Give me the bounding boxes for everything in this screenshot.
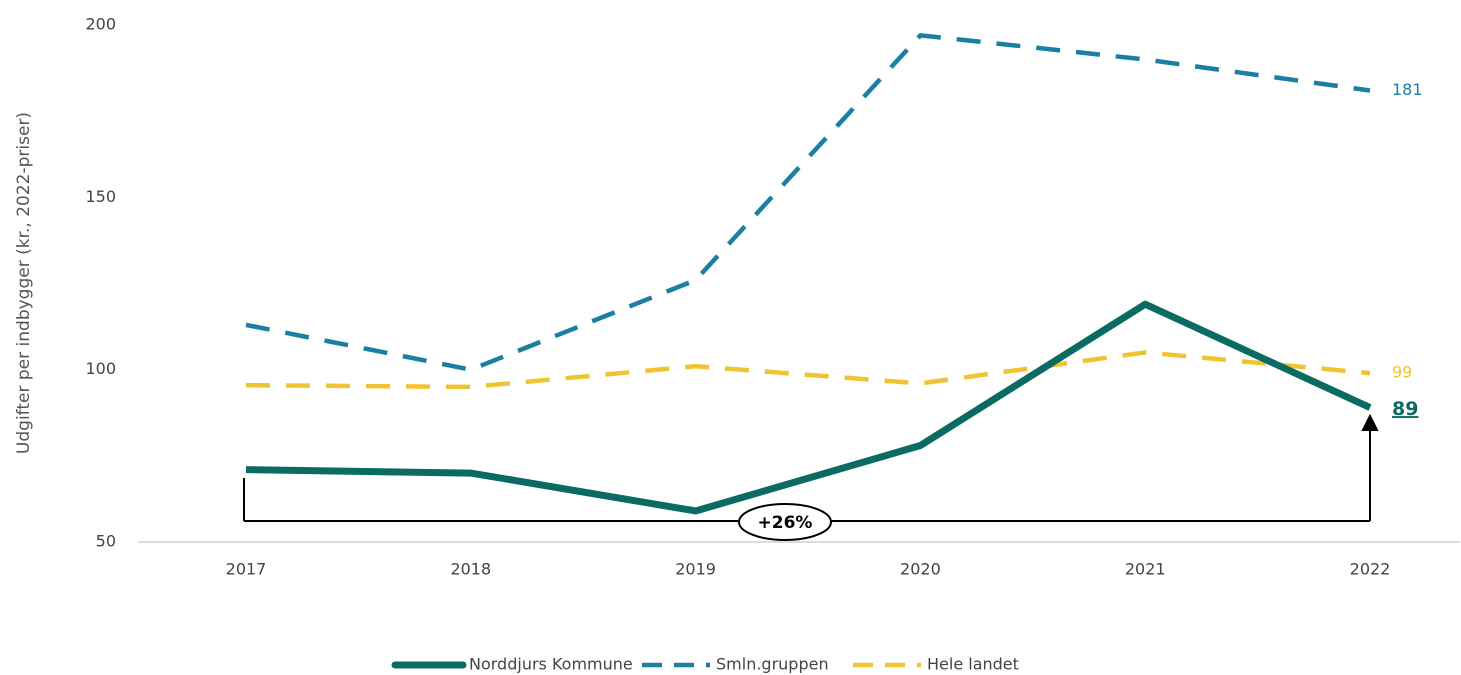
- end-label: 181: [1392, 80, 1423, 99]
- y-tick-label: 50: [96, 532, 116, 551]
- y-axis-label: Udgifter per indbygger (kr., 2022-priser…: [14, 112, 34, 454]
- x-tick-label: 2017: [226, 560, 267, 579]
- arrow-head: [1361, 413, 1379, 431]
- series-line: [245, 300, 1372, 515]
- x-tick-label: 2021: [1125, 560, 1166, 579]
- x-tick-label: 2022: [1350, 560, 1391, 579]
- y-tick-label: 100: [85, 359, 116, 378]
- legend-label: Norddjurs Kommune: [469, 655, 633, 674]
- end-label: 89: [1392, 398, 1418, 420]
- x-tick-label: 2020: [900, 560, 941, 579]
- end-label: 99: [1392, 363, 1412, 382]
- y-tick-label: 200: [85, 15, 116, 34]
- y-tick-label: 150: [85, 187, 116, 206]
- x-tick-label: 2018: [450, 560, 491, 579]
- annotation-ellipse: [738, 503, 832, 541]
- annotation: +26%: [758, 513, 813, 533]
- series-line: [245, 33, 1371, 372]
- x-tick-label: 2019: [675, 560, 716, 579]
- legend-label: Smln.gruppen: [716, 655, 829, 674]
- legend-label: Hele landet: [927, 655, 1019, 674]
- series-line: [245, 350, 1371, 390]
- change-bracket: [243, 413, 1379, 541]
